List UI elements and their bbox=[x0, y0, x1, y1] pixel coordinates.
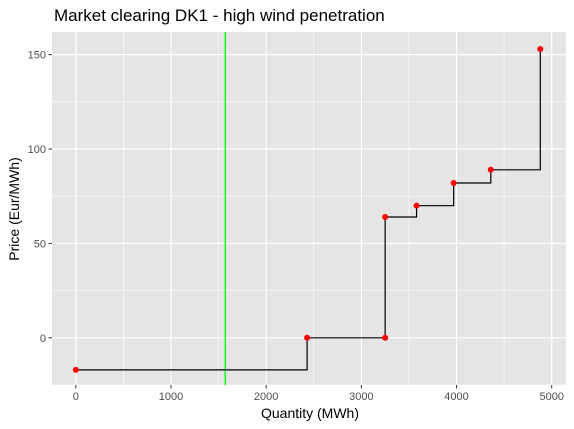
y-axis-title: Price (Eur/MWh) bbox=[6, 157, 22, 260]
x-tick-label: 3000 bbox=[349, 391, 373, 403]
data-point bbox=[304, 334, 311, 341]
x-tick-label: 4000 bbox=[444, 391, 468, 403]
y-tick-label: 100 bbox=[28, 144, 46, 156]
x-axis-title: Quantity (MWh) bbox=[261, 405, 359, 421]
data-point bbox=[450, 180, 457, 187]
x-tick-label: 0 bbox=[73, 391, 79, 403]
chart-title: Market clearing DK1 - high wind penetrat… bbox=[54, 6, 385, 25]
y-tick-label: 150 bbox=[28, 50, 46, 62]
plot-panel bbox=[52, 32, 566, 385]
y-axis: 0 50 100 150 bbox=[28, 50, 52, 345]
data-point bbox=[413, 202, 420, 209]
points-layer bbox=[72, 45, 544, 373]
x-axis: 0 1000 2000 3000 4000 5000 bbox=[73, 385, 564, 403]
data-point bbox=[487, 166, 494, 173]
x-tick-label: 2000 bbox=[254, 391, 278, 403]
data-point bbox=[382, 334, 389, 341]
y-tick-label: 50 bbox=[34, 238, 46, 250]
x-tick-label: 1000 bbox=[159, 391, 183, 403]
data-point bbox=[537, 45, 544, 52]
data-point bbox=[72, 366, 79, 373]
grid-major bbox=[52, 32, 566, 385]
data-point bbox=[382, 213, 389, 220]
y-tick-label: 0 bbox=[40, 333, 46, 345]
x-tick-label: 5000 bbox=[539, 391, 563, 403]
grid-minor bbox=[52, 32, 566, 386]
